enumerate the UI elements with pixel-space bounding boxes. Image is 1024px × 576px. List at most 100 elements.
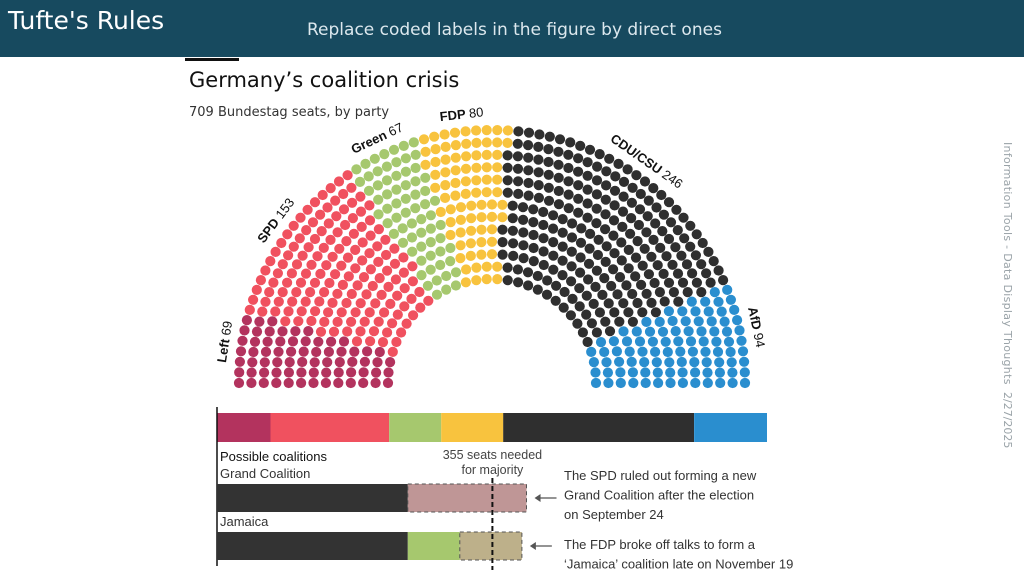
seat-dot	[323, 218, 334, 229]
seat-dot	[618, 326, 629, 337]
seat-dot	[264, 326, 275, 337]
seat-dot	[340, 219, 351, 231]
seat-dot	[295, 277, 307, 288]
seat-dot	[492, 125, 503, 136]
seat-dot	[558, 302, 569, 313]
seat-dot	[574, 301, 585, 312]
seat-dot	[528, 217, 539, 228]
seat-dot	[257, 306, 268, 317]
seat-dot	[736, 335, 747, 346]
seat-dot	[365, 336, 376, 347]
seat-dot	[690, 250, 702, 261]
seat-dot	[703, 246, 714, 257]
seat-dot	[590, 367, 601, 378]
seat-dot	[614, 316, 625, 327]
seat-dot	[260, 265, 271, 276]
seat-dot	[689, 357, 700, 368]
seat-dot	[379, 307, 390, 318]
seat-dot	[681, 259, 693, 270]
seat-dot	[450, 177, 461, 189]
seat-dot	[429, 131, 440, 142]
seat-dot	[601, 180, 612, 191]
seat-dot	[346, 316, 357, 327]
seat-dot	[652, 260, 663, 271]
seat-dot	[362, 346, 373, 357]
seat-dot	[440, 180, 451, 191]
seat-dot	[554, 134, 566, 145]
seat-dot	[600, 316, 611, 327]
seat-dot	[518, 214, 529, 225]
seat-dot	[391, 198, 402, 209]
seat-dot	[486, 236, 498, 247]
seat-dot	[512, 264, 524, 275]
seat-dot	[586, 318, 598, 329]
seat-dot	[332, 288, 343, 299]
seat-dot	[415, 302, 426, 313]
seat-dot	[652, 367, 663, 378]
seat-bar-segment	[217, 413, 271, 442]
seat-dot	[716, 306, 727, 317]
seat-dot	[538, 259, 549, 271]
seat-dot	[528, 229, 539, 241]
seat-dot	[364, 215, 376, 226]
seat-dot	[492, 162, 503, 173]
seat-dot	[588, 357, 600, 368]
coalition-label: Grand Coalition	[220, 466, 310, 481]
seat-dot	[725, 294, 737, 305]
seat-dot	[566, 232, 578, 243]
seat-dot	[400, 166, 411, 177]
seat-dot	[309, 197, 321, 208]
seat-dot	[476, 249, 487, 260]
seat-dot	[460, 163, 472, 174]
seat-dot	[481, 274, 492, 285]
seat-dot	[293, 316, 304, 327]
seat-dot	[650, 346, 661, 357]
seat-dot	[309, 233, 321, 245]
seat-dot	[523, 140, 534, 151]
seat-dot	[639, 176, 651, 187]
seat-dot	[450, 140, 461, 151]
seat-dot	[600, 194, 611, 205]
seat-dot	[691, 229, 702, 240]
seat-dot	[574, 283, 585, 294]
seat-dot	[355, 191, 366, 202]
seat-bar-segment	[694, 413, 767, 442]
seat-dot	[711, 336, 722, 347]
seat-dot	[282, 229, 293, 240]
seat-dot	[672, 268, 684, 279]
seat-dot	[656, 189, 667, 201]
seat-dot	[360, 158, 371, 169]
seat-dot	[369, 153, 380, 164]
seat-dot	[626, 197, 638, 208]
seat-dot	[336, 307, 347, 318]
seat-dot	[476, 237, 487, 248]
seat-dot	[508, 250, 519, 261]
seat-bar-segment	[441, 413, 504, 442]
seat-dot	[385, 357, 396, 368]
chart-title: Germany’s coalition crisis	[189, 68, 459, 92]
seat-dot	[277, 326, 288, 337]
seat-dot	[563, 149, 574, 160]
seat-dot	[277, 287, 288, 298]
coalition-bars: Possible coalitions Grand Coalition The SP…	[217, 449, 793, 572]
seat-dot	[308, 367, 319, 378]
seat-dot	[575, 267, 586, 278]
seat-dot	[637, 260, 648, 271]
seat-dot	[407, 276, 418, 287]
seat-dot	[599, 273, 610, 284]
seat-dot	[609, 200, 620, 211]
seat-dot	[342, 326, 353, 337]
seat-dot	[591, 327, 603, 338]
seat-dot	[334, 357, 345, 368]
seat-dot	[599, 346, 610, 358]
coalition-segment	[217, 532, 408, 560]
seat-dot	[737, 346, 749, 357]
seat-dot	[350, 307, 361, 318]
seat-dot	[624, 346, 635, 357]
seat-dot	[385, 298, 396, 309]
seat-dot	[502, 275, 513, 286]
seat-dot	[259, 367, 270, 378]
seat-dot	[273, 296, 284, 307]
seat-dot	[318, 242, 329, 253]
seat-dot	[314, 296, 325, 307]
